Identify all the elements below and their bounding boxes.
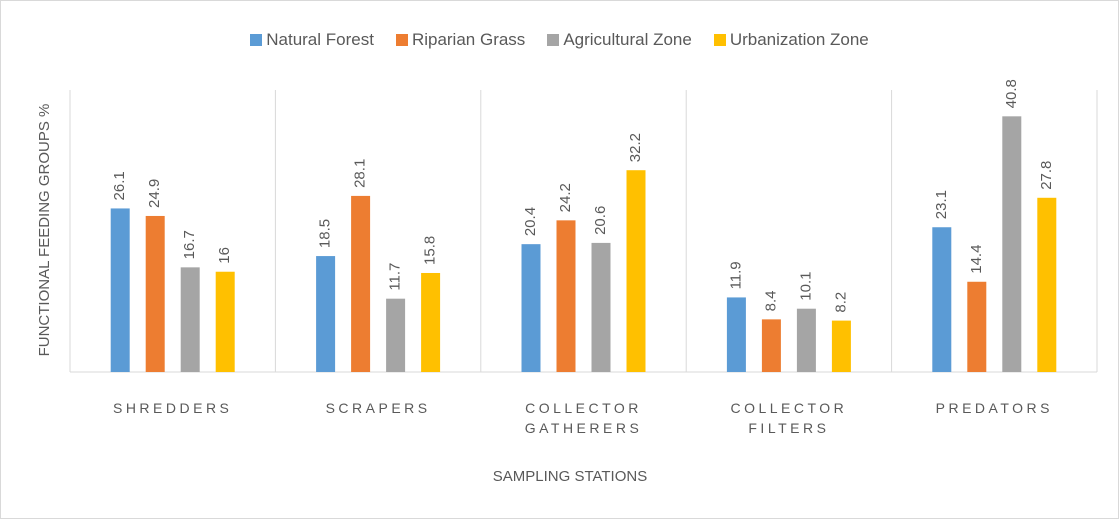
x-tick-label: SCRAPERS: [325, 400, 431, 416]
x-axis-label: SAMPLING STATIONS: [493, 468, 647, 485]
bar: [626, 170, 646, 372]
x-tick-label: COLLECTOR FILTERS: [730, 400, 848, 436]
legend-swatch: [547, 34, 560, 46]
bar: [831, 320, 851, 372]
legend-label: Natural Forest: [266, 30, 374, 49]
data-label: 16: [216, 247, 233, 264]
data-label: 14.4: [968, 245, 985, 274]
bar: [110, 208, 130, 372]
bar: [316, 256, 336, 372]
bar: [1037, 197, 1057, 372]
data-label: 8.4: [762, 291, 779, 312]
bar: [421, 272, 441, 372]
legend-swatch: [395, 34, 408, 46]
bar: [351, 195, 371, 372]
bar: [180, 267, 200, 372]
x-tick-label: SHREDDERS: [112, 400, 233, 416]
data-label: 16.7: [181, 230, 198, 259]
data-label: 8.2: [832, 292, 849, 313]
bar: [521, 244, 541, 372]
data-label: 28.1: [352, 159, 369, 188]
legend-item: Riparian Grass: [395, 30, 526, 50]
legend-swatch: [713, 34, 726, 46]
bar: [591, 242, 611, 372]
bar: [932, 227, 952, 372]
data-label: 24.2: [557, 183, 574, 212]
x-tick-label: COLLECTOR GATHERERS: [524, 400, 643, 436]
data-label: 20.4: [522, 207, 539, 236]
data-label: 18.5: [317, 219, 334, 248]
x-tick-label: PREDATORS: [935, 400, 1053, 416]
data-label: 32.2: [627, 133, 644, 162]
data-label: 20.6: [592, 206, 609, 235]
legend-item: Urbanization Zone: [713, 30, 869, 50]
data-label: 15.8: [422, 236, 439, 265]
bar: [1002, 116, 1022, 372]
data-label: 10.1: [797, 272, 814, 301]
legend-item: Natural Forest: [250, 30, 374, 50]
data-label: 27.8: [1038, 161, 1055, 190]
data-label: 26.1: [111, 171, 128, 200]
legend: Natural Forest Riparian Grass Agricultural…: [0, 30, 1119, 50]
data-label: 11.7: [387, 263, 404, 291]
y-axis-label: FUNCTIONAL FEEDING GROUPS %: [36, 104, 53, 357]
legend-label: Riparian Grass: [411, 30, 526, 49]
legend-label: Agricultural Zone: [563, 30, 692, 49]
legend-label: Urbanization Zone: [729, 30, 869, 49]
bar: [145, 215, 165, 372]
bar: [796, 308, 816, 372]
data-label: 11.9: [727, 261, 744, 289]
data-label: 23.1: [933, 190, 950, 219]
data-label: 24.9: [146, 179, 163, 208]
bar: [215, 271, 235, 372]
bar: [556, 220, 576, 372]
bar: [967, 281, 987, 372]
bar: [761, 319, 781, 372]
legend-swatch: [250, 34, 263, 46]
legend-item: Agricultural Zone: [547, 30, 692, 50]
bar: [386, 298, 406, 372]
bar: [726, 297, 746, 372]
data-label: 40.8: [1003, 79, 1020, 108]
